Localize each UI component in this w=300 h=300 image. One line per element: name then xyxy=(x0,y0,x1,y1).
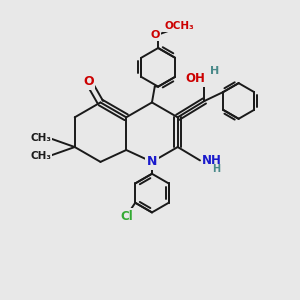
Text: H: H xyxy=(212,164,220,174)
Text: O: O xyxy=(151,30,160,40)
Text: NH: NH xyxy=(202,154,222,167)
Text: CH₃: CH₃ xyxy=(30,151,51,161)
Text: OH: OH xyxy=(186,72,206,85)
Text: O: O xyxy=(83,75,94,88)
Text: Cl: Cl xyxy=(120,210,133,223)
Text: H: H xyxy=(210,66,220,76)
Text: OCH₃: OCH₃ xyxy=(164,21,194,31)
Text: N: N xyxy=(147,155,157,168)
Text: CH₃: CH₃ xyxy=(30,133,51,143)
